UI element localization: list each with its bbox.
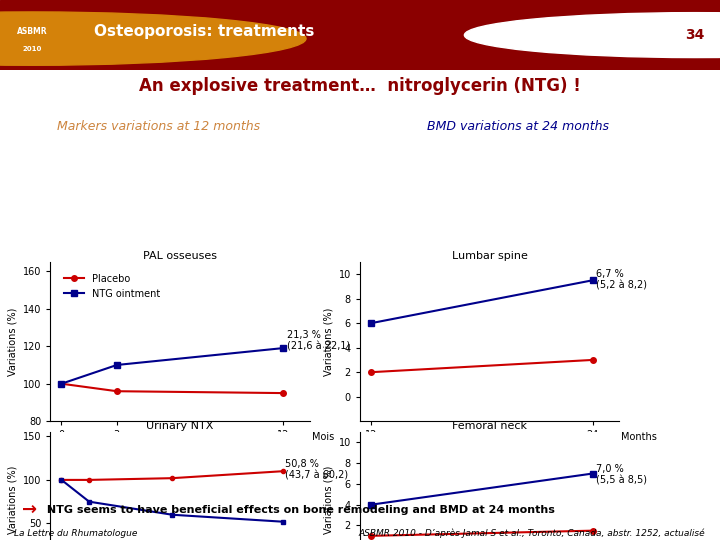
Y-axis label: Variations (%): Variations (%) [7,307,17,376]
Y-axis label: Variations (%): Variations (%) [7,465,17,534]
Text: Mois: Mois [312,433,334,442]
Legend: Placebo, NTG ointment: Placebo, NTG ointment [60,270,163,302]
Title: Lumbar spine: Lumbar spine [451,251,528,261]
Text: BMD variations at 24 months: BMD variations at 24 months [428,120,609,133]
Text: ASBMR: ASBMR [17,27,48,36]
Text: →: → [22,501,37,519]
Text: Months: Months [621,433,657,442]
Text: La Lettre du Rhumatologue: La Lettre du Rhumatologue [14,529,138,538]
Text: An explosive treatment…  nitroglycerin (NTG) !: An explosive treatment… nitroglycerin (N… [139,77,581,96]
Circle shape [0,12,306,65]
Text: 21,3 %
(21,6 à 22,1): 21,3 % (21,6 à 22,1) [287,330,350,352]
Y-axis label: Variations (%): Variations (%) [323,307,333,376]
Text: 6,7 %
(5,2 à 8,2): 6,7 % (5,2 à 8,2) [596,269,647,291]
Title: Urinary NTX: Urinary NTX [146,421,214,431]
Title: PAL osseuses: PAL osseuses [143,251,217,261]
Text: 7,0 %
(5,5 à 8,5): 7,0 % (5,5 à 8,5) [596,464,647,486]
Text: Osteoporosis: treatments: Osteoporosis: treatments [94,24,314,39]
Text: Markers variations at 12 months: Markers variations at 12 months [57,120,260,133]
Text: 2010: 2010 [23,46,42,52]
Text: 50,8 %
(43,7 à 60,2): 50,8 % (43,7 à 60,2) [285,458,348,480]
Y-axis label: Variations (%): Variations (%) [323,465,333,534]
Circle shape [464,12,720,58]
Title: Femoral neck: Femoral neck [452,421,527,431]
Text: 34: 34 [685,28,704,42]
Text: ASBMR 2010 - D’après Jamal S et al., Toronto, Canada, abstr. 1252, actualisé: ASBMR 2010 - D’après Jamal S et al., Tor… [359,529,706,538]
Text: NTG seems to have beneficial effects on bone remodeling and BMD at 24 months: NTG seems to have beneficial effects on … [43,505,555,515]
